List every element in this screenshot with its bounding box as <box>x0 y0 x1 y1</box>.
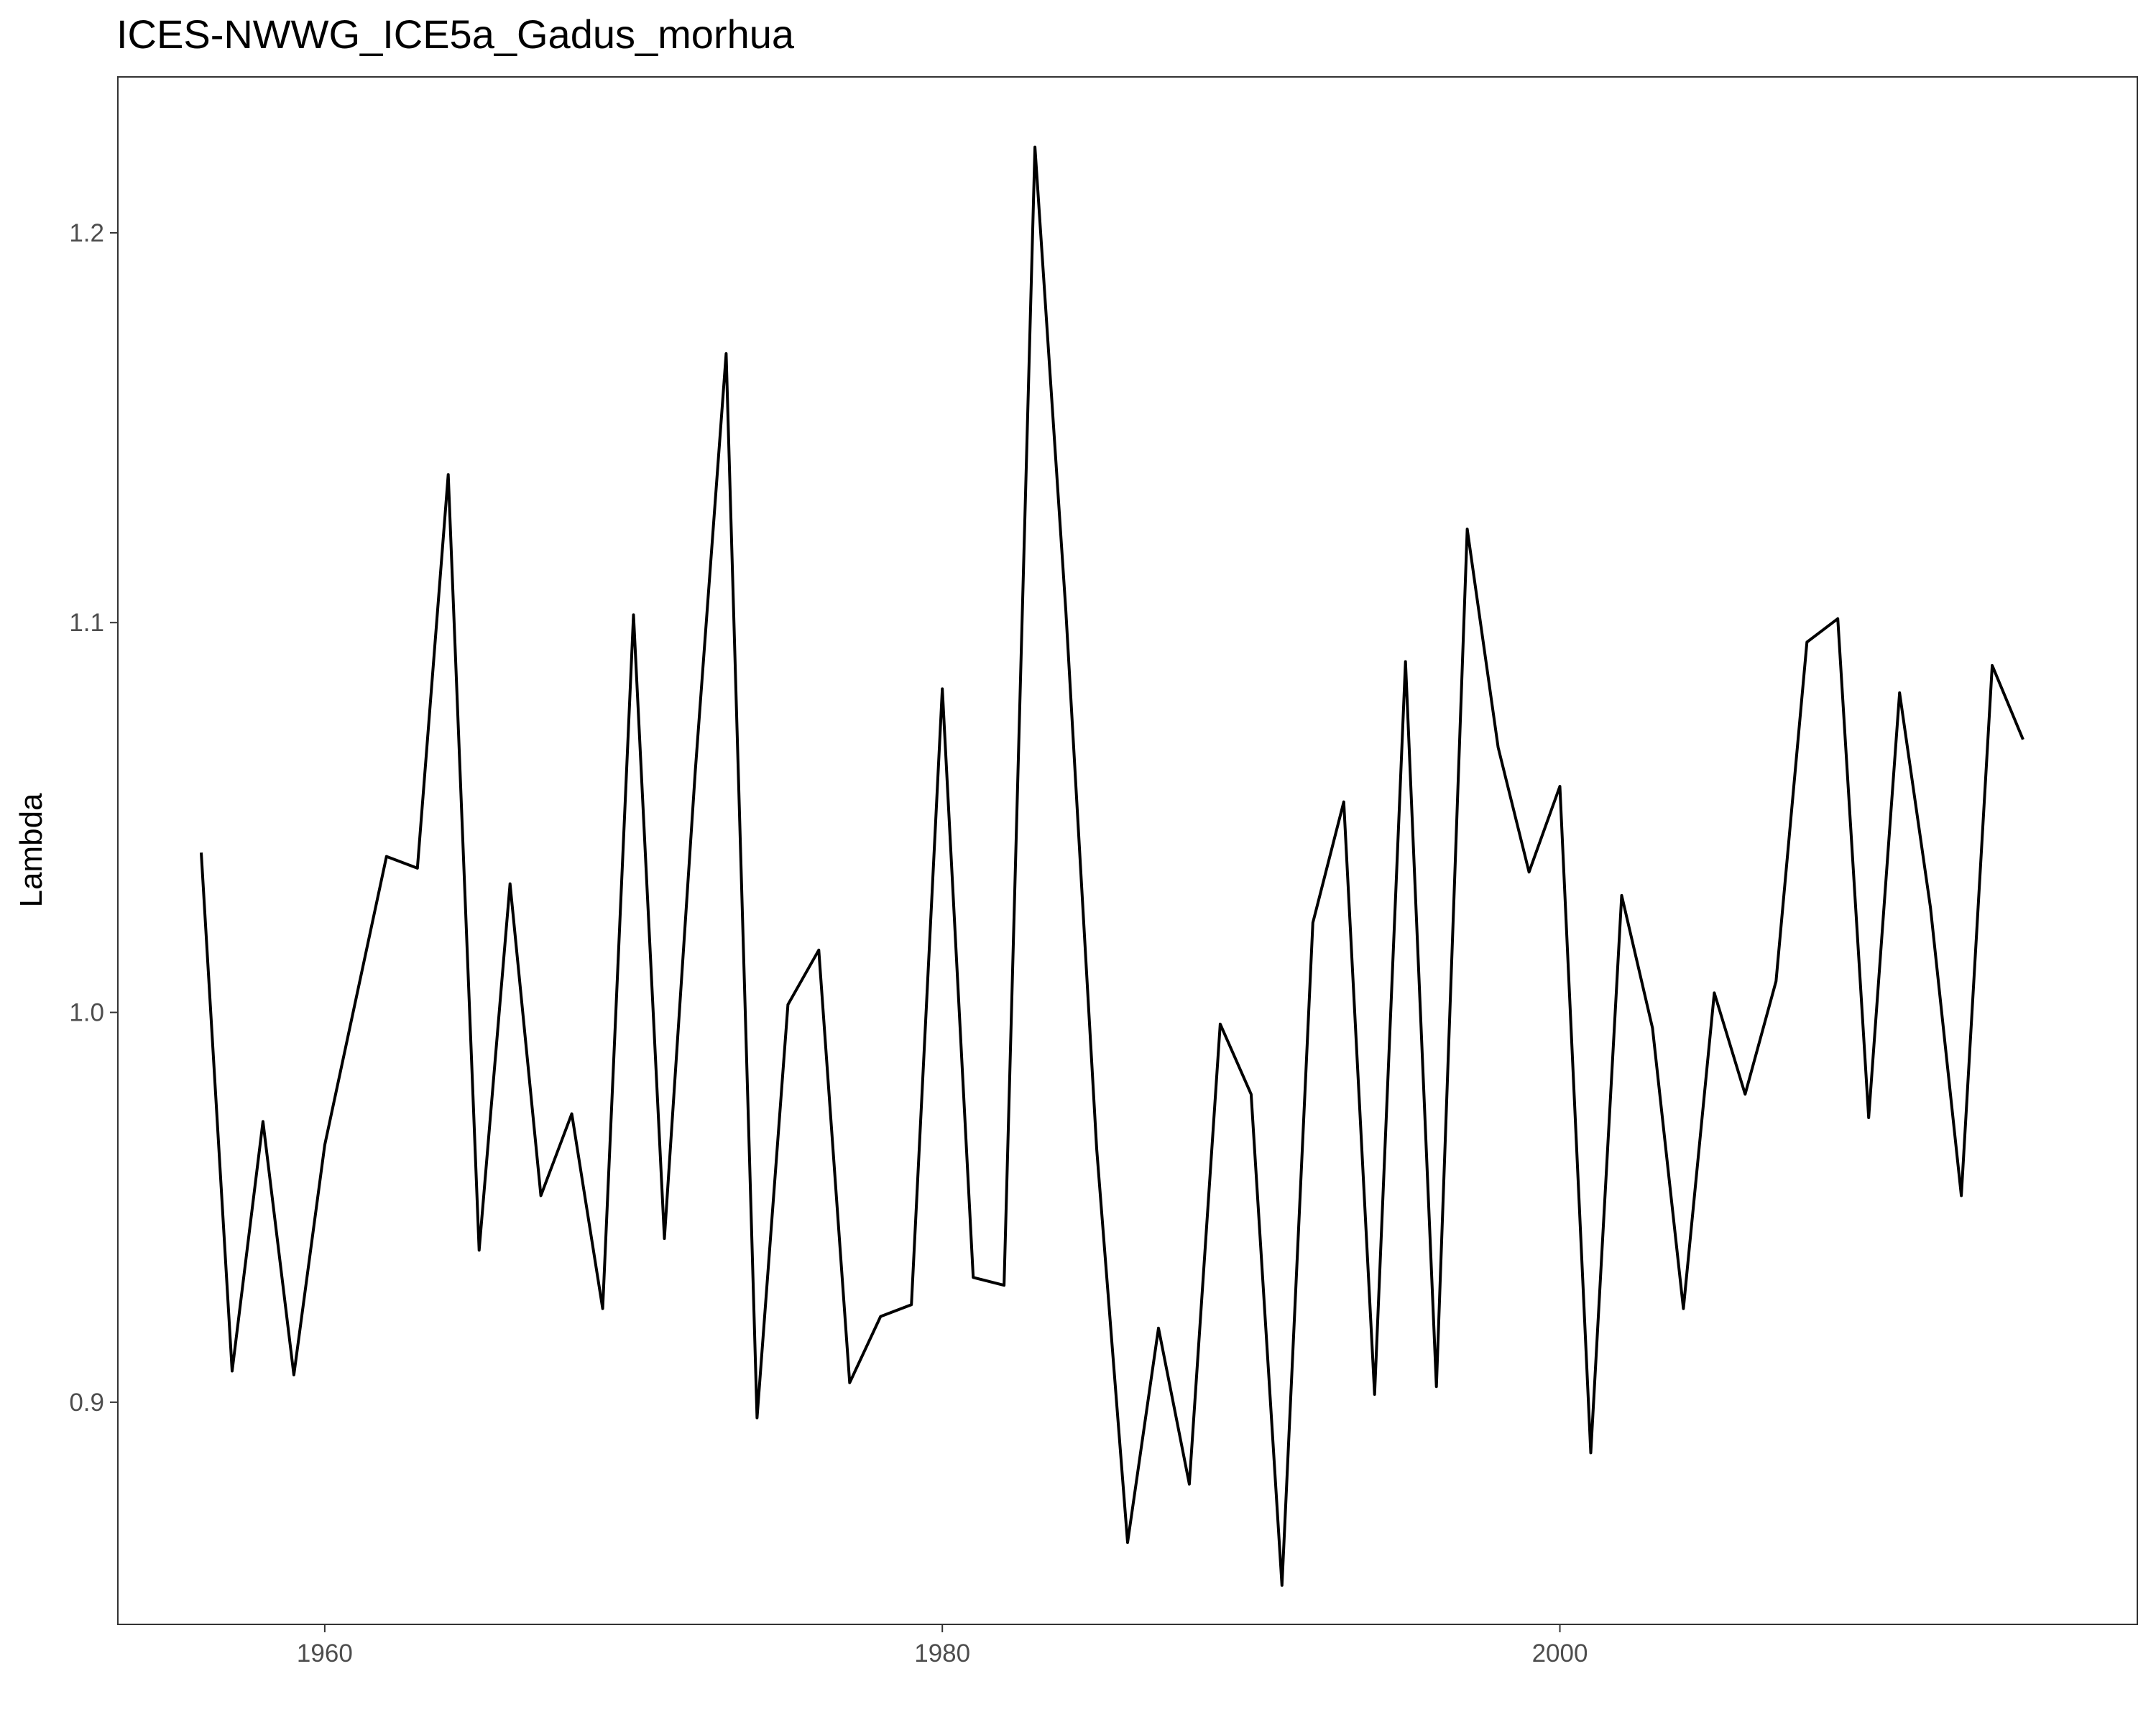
plot-panel <box>117 76 2138 1625</box>
chart-title: ICES-NWWG_ICE5a_Gadus_morhua <box>116 12 795 57</box>
y-tick-label: 1.0 <box>69 999 104 1027</box>
y-tick-label: 0.9 <box>69 1389 104 1417</box>
x-axis: 1960 1980 2000 <box>297 1624 1588 1668</box>
x-tick-label: 1980 <box>914 1639 970 1668</box>
y-axis-title: Lambda <box>14 793 49 908</box>
y-tick-label: 1.2 <box>69 219 104 247</box>
x-tick-label: 2000 <box>1532 1639 1588 1668</box>
series-line <box>200 145 2024 1587</box>
y-axis: 0.9 1.0 1.1 1.2 <box>69 219 118 1417</box>
x-tick-label: 1960 <box>297 1639 353 1668</box>
y-tick-label: 1.1 <box>69 609 104 637</box>
